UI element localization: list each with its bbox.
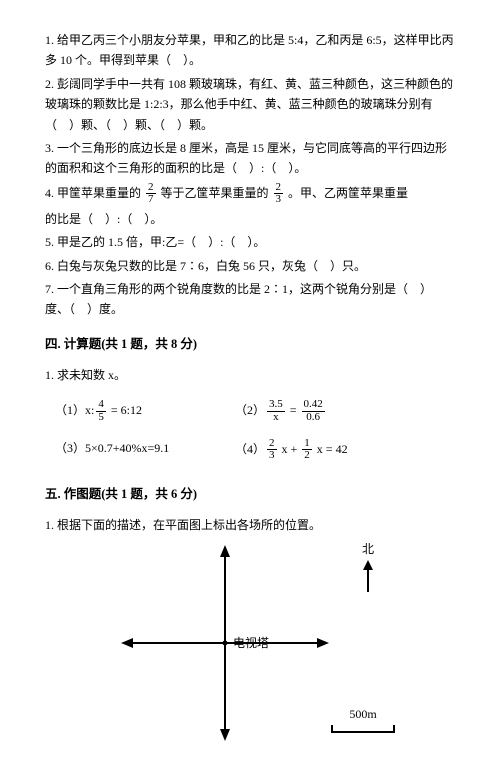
fraction-2-7: 2 7 xyxy=(146,182,156,206)
eq1-label: （1）x: xyxy=(55,403,94,417)
equation-2: （2） 3.5 x = 0.42 0.6 xyxy=(235,399,327,423)
question-3: 3. 一个三角形的底边长是 8 厘米，高是 15 厘米，与它同底等高的平行四边形… xyxy=(45,138,455,179)
q4-part-b: 等于乙筐苹果重量的 xyxy=(161,186,269,200)
question-4: 4. 甲筐苹果重量的 2 7 等于乙筐苹果重量的 2 3 。甲、乙两筐苹果重量 xyxy=(45,182,455,206)
section-5-title: 五. 作图题(共 1 题，共 6 分) xyxy=(45,484,455,505)
fraction-35-x: 3.5 x xyxy=(267,399,285,423)
frac-den: 5 xyxy=(96,412,106,424)
frac-den: 3 xyxy=(274,194,284,206)
fraction-2-3: 2 3 xyxy=(274,182,284,206)
eq4-label: （4） xyxy=(235,441,265,455)
fraction-042-06: 0.42 0.6 xyxy=(302,399,325,423)
section-4-q1: 1. 求未知数 x。 xyxy=(45,365,455,385)
q4-part-a: 4. 甲筐苹果重量的 xyxy=(45,186,141,200)
equation-3: （3）5×0.7+40%x=9.1 xyxy=(55,438,235,462)
eq4-mid: x + xyxy=(282,441,298,455)
question-4-cont: 的比是（ ）:（ ）。 xyxy=(45,209,455,229)
north-indicator: 北 xyxy=(361,539,375,591)
eq2-label: （2） xyxy=(235,403,265,417)
question-7: 7. 一个直角三角形的两个锐角度数的比是 2∶1，这两个锐角分别是（ ）度、（ … xyxy=(45,279,455,320)
scale-bar xyxy=(331,725,395,733)
question-5: 5. 甲是乙的 1.5 倍，甲:乙=（ ）:（ ）。 xyxy=(45,232,455,252)
eq4-rhs: x = 42 xyxy=(317,441,348,455)
frac-den: 2 xyxy=(302,450,312,462)
compass-figure: 电视塔 北 500m xyxy=(105,543,365,743)
fraction-1-2: 1 2 xyxy=(302,438,312,462)
fraction-4-5: 4 5 xyxy=(96,399,106,423)
north-arrow-icon xyxy=(361,560,375,592)
frac-den: x xyxy=(267,412,285,424)
eq2-eq: = xyxy=(290,403,297,417)
north-label: 北 xyxy=(362,542,374,556)
frac-den: 0.6 xyxy=(302,412,325,424)
section-4-title: 四. 计算题(共 1 题，共 8 分) xyxy=(45,334,455,355)
tv-tower-label: 电视塔 xyxy=(233,633,269,653)
question-2: 2. 彭阔同学手中一共有 108 颗玻璃珠，有红、黄、蓝三种颜色，这三种颜色的玻… xyxy=(45,74,455,135)
question-1: 1. 给甲乙丙三个小朋友分苹果，甲和乙的比是 5:4，乙和丙是 6:5，这样甲比… xyxy=(45,30,455,71)
question-6: 6. 白兔与灰兔只数的比是 7∶6，白兔 56 只，灰兔（ ）只。 xyxy=(45,256,455,276)
fraction-2-3b: 2 3 xyxy=(267,438,277,462)
equation-1: （1）x: 4 5 = 6:12 xyxy=(55,399,235,423)
frac-den: 3 xyxy=(267,450,277,462)
scale-indicator: 500m xyxy=(331,704,395,733)
scale-label: 500m xyxy=(331,704,395,724)
section-5-q1: 1. 根据下面的描述，在平面图上标出各场所的位置。 xyxy=(45,515,455,535)
q4-part-c: 。甲、乙两筐苹果重量 xyxy=(288,186,408,200)
frac-den: 7 xyxy=(146,194,156,206)
eq1-rhs: = 6:12 xyxy=(111,403,142,417)
equation-4: （4） 2 3 x + 1 2 x = 42 xyxy=(235,438,348,462)
